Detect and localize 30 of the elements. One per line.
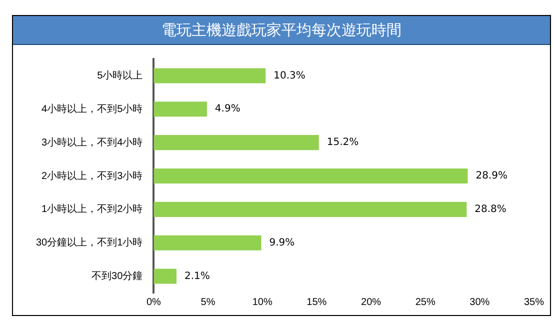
x-tick-label: 35% xyxy=(524,296,544,308)
data-label: 9.9% xyxy=(269,237,295,248)
y-tick-label: 30分鐘以上，不到1小時 xyxy=(36,236,143,249)
x-tick-label: 30% xyxy=(470,296,490,308)
bar xyxy=(154,135,319,150)
data-label: 15.2% xyxy=(326,137,359,148)
data-label: 4.9% xyxy=(214,104,240,115)
y-tick-label: 3小時以上，不到4小時 xyxy=(42,136,143,148)
bar xyxy=(154,202,467,217)
chart-title: 電玩主機遊戲玩家平均每次遊玩時間 xyxy=(13,16,550,45)
bar xyxy=(154,102,207,117)
y-tick-label: 1小時以上，不到2小時 xyxy=(42,203,143,216)
data-label: 28.8% xyxy=(474,204,506,216)
bar xyxy=(154,168,468,184)
data-label: 28.9% xyxy=(476,170,508,182)
y-tick-label: 不到30分鐘 xyxy=(92,270,143,282)
bar xyxy=(154,268,177,284)
y-tick-label: 5小時以上 xyxy=(97,69,143,82)
bar xyxy=(154,68,266,84)
x-tick-label: 25% xyxy=(415,296,436,308)
data-label: 2.1% xyxy=(184,270,210,282)
y-tick-label: 4小時以上，不到5小時 xyxy=(42,102,143,115)
x-tick-label: 20% xyxy=(361,296,382,308)
x-tick-label: 10% xyxy=(252,296,272,308)
data-label: 10.3% xyxy=(274,70,306,82)
bar xyxy=(154,235,262,250)
x-tick-label: 5% xyxy=(200,296,216,308)
x-tick-label: 0% xyxy=(146,296,162,308)
y-tick-label: 2小時以上，不到3小時 xyxy=(42,170,143,182)
x-tick-label: 15% xyxy=(306,296,327,308)
